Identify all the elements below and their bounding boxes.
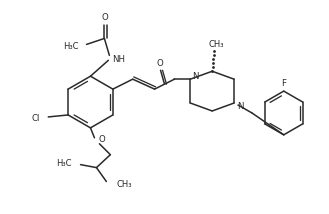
Text: O: O	[101, 13, 108, 22]
Text: N: N	[192, 72, 199, 81]
Text: F: F	[281, 79, 286, 88]
Text: O: O	[98, 135, 105, 144]
Text: NH: NH	[112, 55, 125, 64]
Text: H₃C: H₃C	[56, 159, 72, 168]
Text: H₃C: H₃C	[63, 42, 79, 51]
Text: O: O	[156, 59, 163, 68]
Text: N: N	[237, 101, 243, 110]
Text: CH₃: CH₃	[209, 40, 224, 49]
Text: CH₃: CH₃	[116, 180, 132, 189]
Text: Cl: Cl	[32, 114, 40, 123]
